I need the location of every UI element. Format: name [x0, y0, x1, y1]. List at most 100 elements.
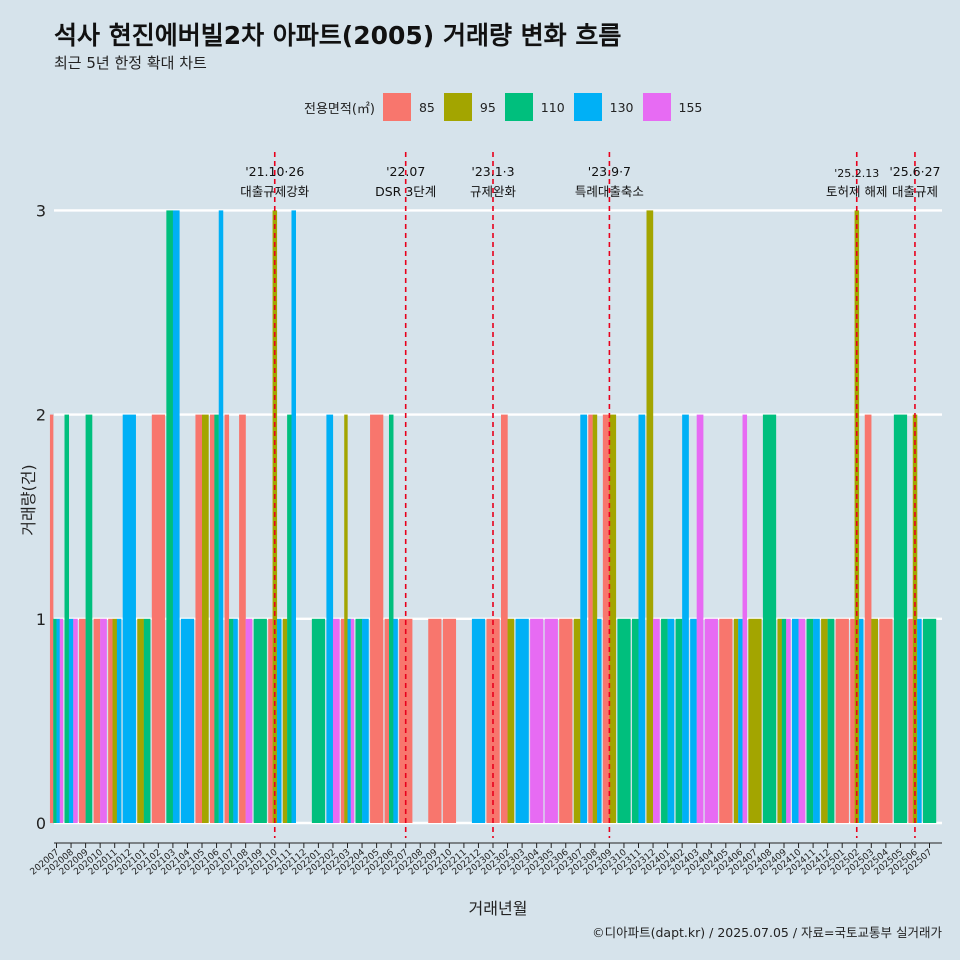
bar-202010-85 — [93, 618, 101, 823]
legend-label-130: 130 — [609, 99, 634, 115]
annotation-date: '25.6·27 — [889, 164, 940, 179]
bar-202107-130 — [233, 618, 238, 823]
bar-202309-95 — [609, 414, 617, 823]
bar-202105-85 — [195, 414, 203, 823]
x-axis-label: 거래년월 — [469, 899, 528, 918]
y-tick-label: 0 — [36, 814, 46, 833]
bar-202108-85 — [239, 414, 246, 823]
bar-202202-130 — [326, 414, 334, 823]
bar-202402-110 — [675, 618, 683, 823]
bar-202504-85 — [879, 618, 893, 823]
bar-202102-85 — [151, 414, 166, 823]
bar-202008-130 — [68, 618, 74, 823]
bar-202010-155 — [100, 618, 107, 823]
bar-202406-130 — [738, 618, 743, 823]
bar-202307-130 — [580, 414, 587, 823]
bar-202311-110 — [631, 618, 639, 823]
bar-202011-130 — [116, 618, 122, 823]
bar-202210-85 — [442, 618, 457, 823]
bar-202009-85 — [79, 618, 86, 823]
bar-202206-130 — [393, 618, 398, 823]
legend-item-95: 95 — [443, 93, 496, 121]
caption: ©디아파트(dapt.kr) / 2025.07.05 / 자료=국토교통부 실… — [592, 925, 942, 940]
y-axis-label: 거래량(건) — [19, 464, 38, 535]
annotation-date: '22.07 — [386, 164, 425, 179]
bar-202109-110 — [253, 618, 267, 823]
bar-202312-95 — [646, 210, 654, 823]
bar-202012-130 — [122, 414, 136, 823]
bar-202506-85 — [908, 618, 913, 823]
bar-202308-130 — [597, 618, 602, 823]
legend: 전용면적(㎡) 85 95 110 130 155 — [304, 93, 711, 121]
bar-202402-130 — [682, 414, 689, 823]
bar-202502-130 — [858, 618, 864, 823]
bar-202505-110 — [893, 414, 908, 823]
bar-202106-85 — [210, 414, 215, 823]
bar-202203-130 — [347, 618, 351, 823]
bar-202401-130 — [667, 618, 675, 823]
y-tick-label: 1 — [36, 610, 46, 629]
bar-202507-110 — [922, 618, 937, 823]
annotation-date: '21.10·26 — [245, 164, 304, 179]
bar-202111-95 — [282, 618, 288, 823]
bar-202302-85 — [501, 414, 508, 823]
bar-202307-95 — [573, 618, 581, 823]
bar-202310-110 — [617, 618, 631, 823]
legend-label-155: 155 — [678, 99, 703, 115]
bar-202205-85 — [370, 414, 384, 823]
bar-202111-130 — [291, 210, 296, 823]
annotation-label: 대출규제강화 — [240, 184, 310, 199]
bar-202212-130 — [471, 618, 486, 823]
annotation-label: 대출규제 — [892, 184, 938, 199]
legend-swatch-95 — [443, 93, 472, 121]
bar-202401-110 — [661, 618, 668, 823]
bar-202007-155 — [59, 618, 64, 823]
bar-202111-110 — [287, 414, 292, 823]
reference-lines: '21.10·26 대출규제강화 '22.07 DSR 3단계 '23.1·3 규제완화 '… — [240, 152, 941, 838]
bar-202204-110 — [355, 618, 363, 823]
bar-202411-130 — [813, 618, 820, 823]
y-tick-label: 3 — [36, 201, 46, 220]
bar-202201-110 — [311, 618, 326, 823]
bar-202206-85 — [384, 618, 390, 823]
bar-202503-95 — [871, 618, 878, 823]
bar-202203-155 — [350, 618, 355, 823]
bar-202308-95 — [592, 414, 598, 823]
annotation-date: '23.9·7 — [588, 164, 631, 179]
bar-202406-95 — [733, 618, 739, 823]
bar-202312-155 — [653, 618, 660, 823]
chart-title: 석사 현진에버빌2차 아파트(2005) 거래량 변화 흐름 — [54, 21, 622, 50]
bar-202311-130 — [638, 414, 646, 823]
bar-202011-95 — [112, 618, 118, 823]
legend-item-155: 155 — [642, 93, 703, 121]
legend-swatch-110 — [504, 93, 533, 121]
bar-202101-110 — [143, 618, 151, 823]
bar-202506-130 — [917, 618, 922, 823]
bar-202501-85 — [835, 618, 849, 823]
bar-202107-110 — [228, 618, 234, 823]
bar-202409-155 — [786, 618, 791, 823]
bar-202103-110 — [166, 210, 174, 823]
bar-202403-130 — [690, 618, 697, 823]
bar-202008-155 — [73, 618, 78, 823]
legend-label-85: 85 — [418, 99, 435, 115]
bar-202503-85 — [864, 414, 872, 823]
bar-202209-85 — [428, 618, 442, 823]
annotation-label: 토허제 해제 — [826, 184, 887, 199]
bar-202409-95 — [777, 618, 782, 823]
bar-202406-155 — [742, 414, 748, 823]
bar-202206-110 — [388, 414, 394, 823]
annotation-label: DSR 3단계 — [375, 184, 436, 199]
bar-202411-110 — [806, 618, 814, 823]
legend-swatch-130 — [573, 93, 602, 121]
bar-202101-95 — [137, 618, 144, 823]
bar-202110-130 — [276, 618, 282, 823]
bar-202009-110 — [85, 414, 93, 823]
bar-202408-110 — [762, 414, 777, 823]
bar-202410-130 — [792, 618, 799, 823]
bar-202007-130 — [56, 618, 60, 823]
bar-202304-155 — [530, 618, 544, 823]
bar-202412-110 — [827, 618, 835, 823]
legend-swatch-85 — [382, 93, 411, 121]
